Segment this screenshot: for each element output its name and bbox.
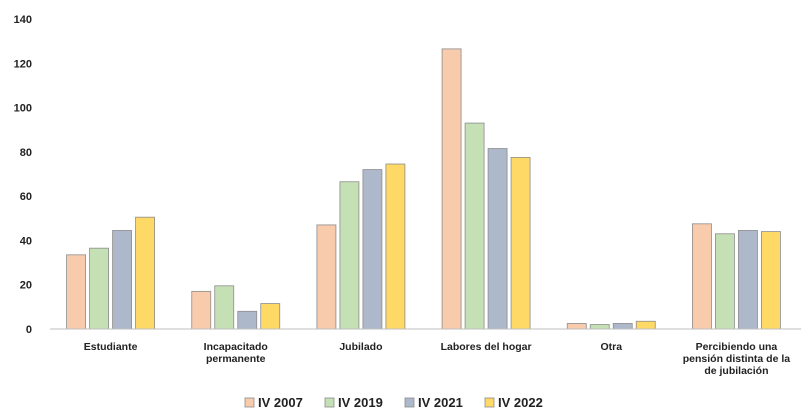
bar xyxy=(191,290,212,330)
bar xyxy=(715,233,735,330)
legend-label: IV 2007 xyxy=(258,395,303,410)
y-axis: 0 20 40 60 80 100 120 140 xyxy=(14,14,32,336)
bar xyxy=(89,247,109,330)
x-category-label: Labores del hogar xyxy=(441,341,532,353)
x-category-label: permanente xyxy=(206,353,266,365)
bar xyxy=(66,254,86,330)
bar xyxy=(385,163,406,330)
y-tick-label: 120 xyxy=(14,58,32,70)
legend-swatch xyxy=(324,397,335,408)
legend-item: IV 2019 xyxy=(324,395,383,410)
y-tick-label: 140 xyxy=(14,14,32,26)
x-category-label: Percibiendo una xyxy=(696,341,778,353)
y-tick-label: 40 xyxy=(20,235,32,247)
bar xyxy=(589,324,610,330)
bar xyxy=(692,223,712,330)
bar xyxy=(260,303,281,330)
bar xyxy=(761,231,781,330)
x-category-label: pensión distinta de la xyxy=(683,353,791,365)
bar xyxy=(635,320,656,330)
legend-item: IV 2021 xyxy=(404,395,463,410)
legend: IV 2007 IV 2019 IV 2021 IV 2022 xyxy=(244,395,543,410)
bar xyxy=(464,122,485,330)
bar xyxy=(237,310,258,330)
y-tick-label: 60 xyxy=(20,191,32,203)
bar xyxy=(112,230,132,330)
x-category-label: Estudiante xyxy=(84,341,138,353)
bar xyxy=(566,323,587,330)
bar xyxy=(510,156,531,330)
legend-label: IV 2021 xyxy=(418,395,463,410)
x-category-label: Incapacitado xyxy=(204,341,268,353)
bar xyxy=(612,323,633,330)
bars xyxy=(66,48,781,330)
legend-swatch xyxy=(404,397,415,408)
bar xyxy=(487,148,508,330)
bar xyxy=(316,224,337,330)
y-tick-label: 80 xyxy=(20,147,32,159)
legend-swatch xyxy=(244,397,255,408)
y-tick-label: 20 xyxy=(20,280,32,292)
bar xyxy=(441,48,462,330)
legend-label: IV 2022 xyxy=(498,395,543,410)
x-category-label: Jubilado xyxy=(339,341,382,353)
y-tick-label: 0 xyxy=(26,324,32,336)
x-category-label: de jubilación xyxy=(704,365,768,377)
legend-item: IV 2007 xyxy=(244,395,303,410)
legend-item: IV 2022 xyxy=(484,395,543,410)
bar xyxy=(738,230,758,330)
bar xyxy=(135,216,155,330)
y-tick-label: 100 xyxy=(14,103,32,115)
legend-label: IV 2019 xyxy=(338,395,383,410)
x-category-label: Otra xyxy=(600,341,622,353)
bar xyxy=(214,285,235,330)
bar xyxy=(362,169,383,330)
legend-swatch xyxy=(484,397,495,408)
bar xyxy=(339,181,360,330)
